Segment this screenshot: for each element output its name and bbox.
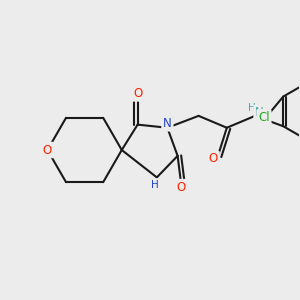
Text: O: O	[133, 87, 142, 100]
Text: O: O	[209, 152, 218, 166]
Text: O: O	[177, 181, 186, 194]
Text: N: N	[163, 117, 172, 130]
Text: N: N	[255, 106, 264, 119]
Text: H: H	[152, 180, 159, 190]
Text: O: O	[43, 143, 52, 157]
Text: H: H	[248, 103, 256, 113]
Text: Cl: Cl	[258, 111, 270, 124]
